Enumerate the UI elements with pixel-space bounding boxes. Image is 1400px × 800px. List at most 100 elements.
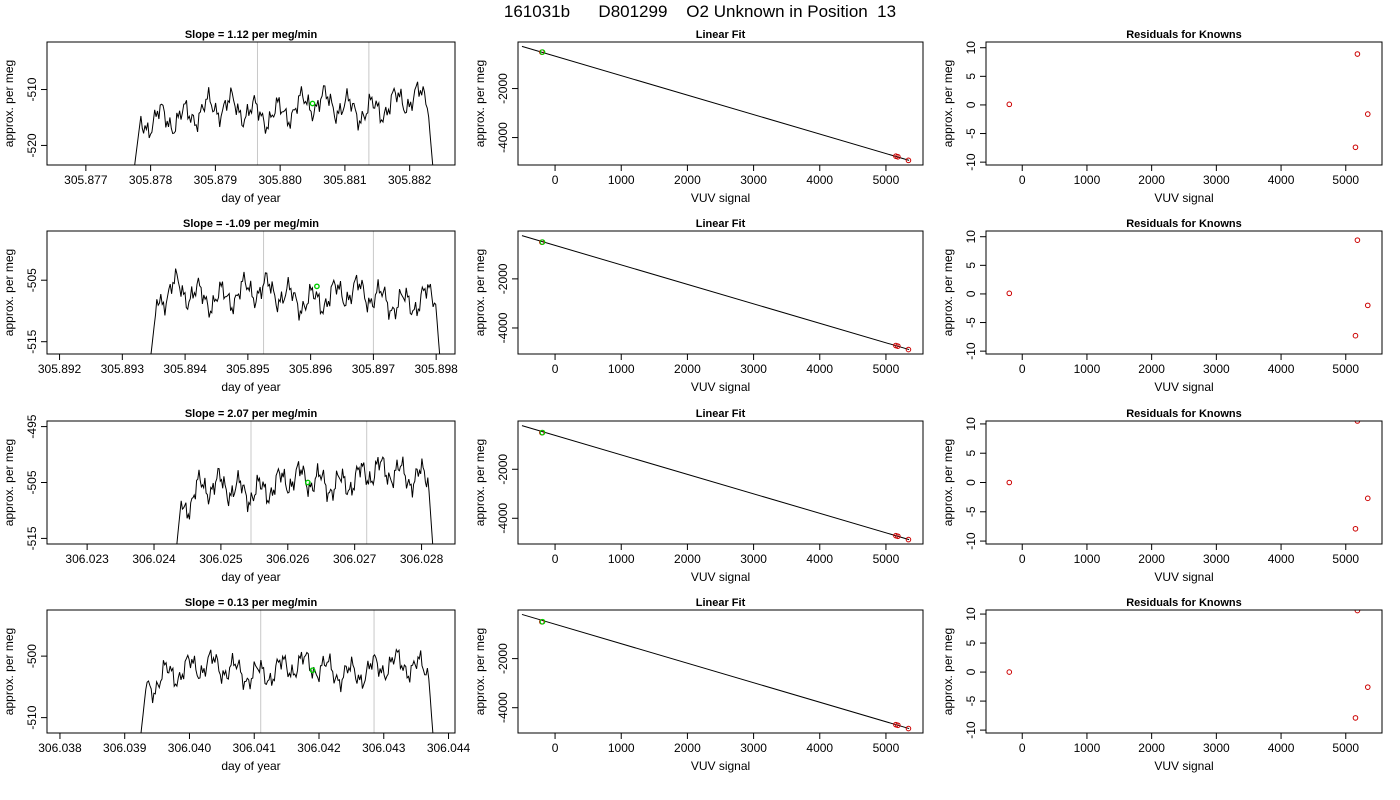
x-tick-label: 0 (552, 552, 559, 566)
plot-frame (985, 420, 1383, 545)
x-tick-label: 306.042 (297, 741, 341, 755)
plot-area (521, 235, 912, 353)
x-tick-label: 305.880 (258, 173, 302, 187)
y-tick-label: -10 (964, 153, 978, 171)
x-tick-label: 0 (1019, 362, 1026, 376)
x-axis-label: day of year (221, 191, 280, 205)
panel-title: Residuals for Knowns (1126, 29, 1242, 41)
x-tick-label: 0 (1019, 552, 1026, 566)
residual-point (1354, 610, 1361, 614)
plot-frame (46, 41, 456, 166)
x-tick-label: 3000 (740, 362, 767, 376)
residual-point (1354, 51, 1361, 57)
fit-line (521, 425, 910, 541)
panel-title: Linear Fit (696, 597, 746, 609)
y-tick-label: -520 (25, 133, 39, 157)
x-tick-label: 3000 (740, 173, 767, 187)
x-tick-label: 306.040 (168, 741, 212, 755)
x-tick-label: 306.026 (266, 552, 310, 566)
known-point (905, 157, 912, 164)
plot-frame (985, 609, 1383, 734)
x-tick-label: 306.023 (65, 552, 109, 566)
x-tick-label: 305.877 (64, 173, 108, 187)
y-tick-label: 5 (964, 262, 978, 269)
known-point (905, 346, 912, 353)
panel-title: Linear Fit (696, 29, 746, 41)
x-tick-label: 5000 (1332, 741, 1359, 755)
known-point (895, 722, 901, 729)
x-tick-label: 306.039 (103, 741, 147, 755)
x-tick-label: 4000 (1268, 741, 1295, 755)
x-tick-label: 3000 (740, 552, 767, 566)
panel-title: Linear Fit (696, 408, 746, 420)
residual-point (1364, 302, 1371, 309)
panel-title: Slope = 0.13 per meg/min (185, 597, 318, 609)
y-axis-label: approx. per meg (473, 628, 487, 715)
x-tick-label: 4000 (806, 552, 833, 566)
x-tick-label: 0 (552, 741, 559, 755)
y-axis-label: approx. per meg (2, 628, 16, 715)
y-tick-label: 10 (964, 607, 978, 621)
unknown-marker (309, 100, 316, 107)
x-tick-label: 1000 (1074, 362, 1101, 376)
y-axis-label: approx. per meg (941, 439, 955, 526)
y-tick-label: -5 (964, 128, 978, 139)
x-tick-label: 4000 (806, 362, 833, 376)
x-tick-label: 305.882 (388, 173, 432, 187)
x-tick-label: 4000 (1268, 173, 1295, 187)
y-axis-label: approx. per meg (2, 439, 16, 526)
y-tick-label: -4000 (496, 122, 510, 153)
y-tick-label: -5 (964, 695, 978, 706)
panel-row4-timeseries: Slope = 0.13 per meg/min day of year appro… (2, 597, 471, 773)
y-tick-label: -10 (964, 721, 978, 739)
x-tick-label: 1000 (608, 173, 635, 187)
x-tick-label: 305.898 (414, 362, 458, 376)
y-tick-label: 0 (964, 290, 978, 297)
residual-point (1364, 111, 1371, 117)
x-tick-label: 1000 (1074, 741, 1101, 755)
x-tick-label: 5000 (1332, 173, 1359, 187)
y-tick-label: -495 (25, 414, 39, 438)
residual-point (1006, 101, 1013, 108)
panel-row3-fit: Linear Fit VUV signal approx. per meg 0 1000… (473, 408, 924, 584)
x-tick-label: 0 (1019, 741, 1026, 755)
x-tick-label: 2000 (1138, 173, 1165, 187)
plot-area (1006, 610, 1371, 721)
x-tick-label: 4000 (806, 741, 833, 755)
plot-frame (517, 609, 924, 734)
x-tick-label: 3000 (1203, 362, 1230, 376)
y-axis-label: approx. per meg (941, 628, 955, 715)
figure-title: 161031b D801299 O2 Unknown in Position 1… (503, 2, 897, 21)
y-axis-label: approx. per meg (2, 60, 16, 147)
x-tick-label: 3000 (1203, 741, 1230, 755)
y-tick-label: 5 (964, 450, 978, 457)
x-tick-label: 306.025 (199, 552, 243, 566)
series-line (140, 648, 434, 733)
y-tick-label: 0 (964, 479, 978, 486)
y-axis-label: approx. per meg (473, 249, 487, 336)
plot-frame (46, 420, 456, 545)
y-tick-label: 10 (964, 41, 978, 55)
x-tick-label: 1000 (608, 552, 635, 566)
x-tick-label: 2000 (1138, 552, 1165, 566)
x-tick-label: 0 (552, 362, 559, 376)
residual-point (1352, 525, 1359, 532)
y-tick-label: -2000 (496, 263, 510, 294)
series-line (134, 81, 434, 165)
panel-row2-timeseries: Slope = -1.09 per meg/min day of year appr… (2, 218, 458, 394)
plot-area (1006, 51, 1371, 151)
known-point (895, 533, 901, 540)
panel-title: Residuals for Knowns (1126, 408, 1242, 420)
y-tick-label: -4000 (496, 503, 510, 534)
known-point (895, 153, 901, 160)
x-tick-label: 306.041 (233, 741, 277, 755)
panel-title: Slope = 2.07 per meg/min (185, 408, 318, 420)
y-tick-label: 0 (964, 101, 978, 108)
x-axis-label: VUV signal (691, 380, 750, 394)
residual-point (1352, 715, 1359, 721)
panel-title: Slope = -1.09 per meg/min (183, 218, 319, 230)
x-axis-label: VUV signal (1154, 570, 1213, 584)
x-tick-label: 2000 (674, 362, 701, 376)
known-point (905, 536, 912, 543)
panel-row4-fit: Linear Fit VUV signal approx. per meg 0 1000… (473, 597, 924, 773)
